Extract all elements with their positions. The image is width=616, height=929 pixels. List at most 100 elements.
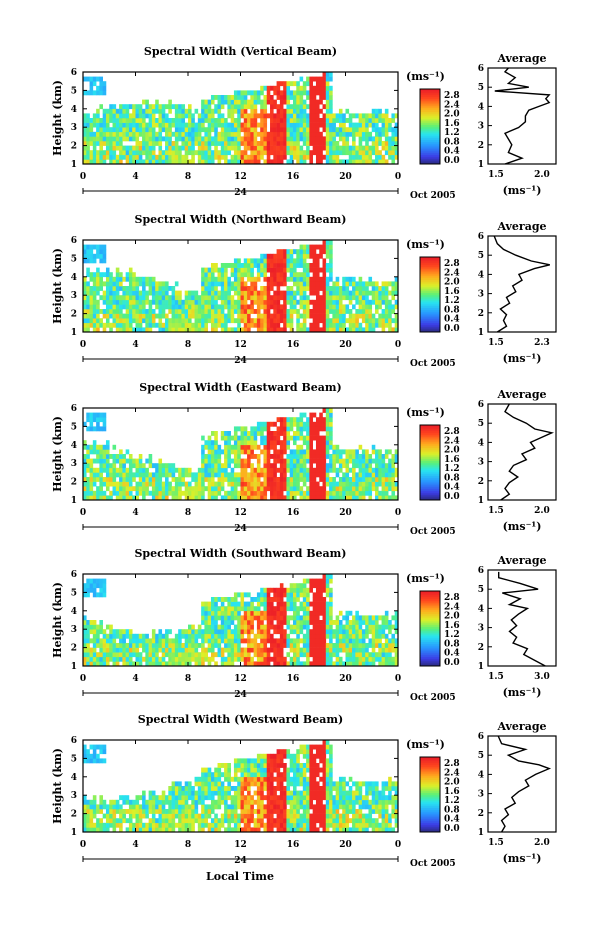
- heatmap-cell: [194, 486, 199, 492]
- heatmap-cell: [89, 486, 94, 492]
- heatmap-cell: [348, 458, 353, 464]
- heatmap-cell: [96, 477, 100, 482]
- heatmap-cell: [227, 615, 231, 621]
- heatmap-cell: [365, 127, 369, 133]
- heatmap-cell: [224, 454, 228, 459]
- heatmap-cell: [260, 426, 264, 432]
- heatmap-cell: [256, 458, 261, 464]
- heatmap-cell: [171, 304, 176, 310]
- heatmap-cell: [151, 131, 156, 137]
- heatmap-cell: [178, 490, 182, 496]
- heatmap-cell: [86, 318, 90, 324]
- heatmap-cell: [250, 290, 254, 296]
- heatmap-cell: [283, 615, 287, 621]
- heatmap-cell: [279, 281, 284, 287]
- x-tick-label: 0: [80, 172, 86, 182]
- heatmap-cell: [237, 620, 241, 625]
- colorbar-tick-label: 1.2: [444, 296, 460, 306]
- heatmap-cell: [263, 272, 268, 278]
- heatmap-cell: [115, 495, 120, 501]
- heatmap-cell: [260, 99, 264, 105]
- heatmap-cell: [352, 656, 356, 662]
- heatmap-cell: [371, 615, 376, 621]
- heatmap-cell: [365, 295, 369, 301]
- heatmap-cell: [312, 253, 317, 259]
- heatmap-cell: [89, 322, 94, 328]
- heatmap-cell: [105, 463, 110, 469]
- heatmap-cell: [135, 463, 140, 469]
- heatmap-cell: [352, 486, 356, 492]
- heatmap-cell: [384, 624, 389, 630]
- heatmap-cell: [112, 458, 117, 464]
- heatmap-cell: [214, 481, 218, 487]
- heatmap-cell: [371, 113, 376, 119]
- heatmap-cell: [253, 299, 258, 305]
- heatmap-cell: [237, 472, 241, 478]
- heatmap-cell: [289, 141, 294, 146]
- heatmap-cell: [191, 327, 195, 333]
- heatmap-cell: [99, 276, 103, 282]
- heatmap-cell: [296, 486, 300, 492]
- heatmap-cell: [365, 118, 369, 123]
- heatmap-cell: [105, 477, 110, 482]
- heatmap-cell: [135, 154, 140, 160]
- heatmap-cell: [224, 458, 228, 464]
- heatmap-cell: [119, 449, 123, 455]
- heatmap-cell: [174, 154, 179, 160]
- heatmap-cell: [240, 656, 245, 662]
- heatmap-cell: [178, 104, 182, 110]
- heatmap-cell: [276, 263, 281, 268]
- heatmap-cell: [220, 661, 225, 667]
- heatmap-cell: [263, 467, 268, 473]
- heatmap-cell: [207, 108, 212, 114]
- heatmap-cell: [119, 104, 123, 110]
- heatmap-cell: [260, 90, 264, 96]
- heatmap-cell: [266, 606, 271, 612]
- heatmap-cell: [329, 431, 333, 436]
- heatmap-cell: [263, 313, 268, 319]
- heatmap-cell: [329, 295, 333, 301]
- heatmap-cell: [105, 647, 110, 653]
- heatmap-cell: [394, 495, 399, 501]
- heatmap-cell: [388, 656, 392, 662]
- heatmap-cell: [86, 90, 90, 96]
- heatmap-cell: [99, 104, 103, 110]
- heatmap-cell: [296, 610, 300, 616]
- heatmap-cell: [128, 154, 133, 160]
- colorbar-swatch: [420, 317, 440, 320]
- heatmap-cell: [112, 318, 117, 324]
- heatmap-cell: [204, 159, 208, 165]
- heatmap-cell: [289, 122, 294, 128]
- heatmap-cell: [96, 318, 100, 324]
- heatmap-cell: [309, 629, 313, 635]
- panel-2: Spectral Width (Northward Beam)123456Hei…: [51, 213, 557, 369]
- heatmap-cell: [181, 113, 186, 119]
- heatmap-cell: [227, 99, 231, 105]
- heatmap-cell: [96, 458, 100, 464]
- heatmap-cell: [174, 467, 179, 473]
- heatmap-cell: [276, 327, 281, 333]
- heatmap-cell: [253, 118, 258, 123]
- heatmap-cell: [210, 313, 215, 319]
- heatmap-cell: [250, 267, 254, 273]
- heatmap-cell: [296, 583, 300, 589]
- heatmap-cell: [299, 620, 304, 625]
- heatmap-cell: [99, 477, 103, 482]
- heatmap-cell: [276, 652, 281, 658]
- heatmap-cell: [227, 656, 231, 662]
- heatmap-cell: [201, 610, 205, 616]
- heatmap-cell: [204, 299, 208, 305]
- heatmap-cell: [345, 145, 350, 151]
- heatmap-cell: [240, 490, 245, 496]
- heatmap-cell: [171, 104, 176, 110]
- heatmap-cell: [329, 272, 333, 278]
- heatmap-cell: [240, 440, 245, 446]
- heatmap-cell: [178, 118, 182, 123]
- heatmap-cell: [210, 624, 215, 630]
- heatmap-cell: [345, 624, 350, 630]
- heatmap-cell: [296, 322, 300, 328]
- heatmap-cell: [148, 290, 153, 296]
- heatmap-cell: [365, 463, 369, 469]
- heatmap-cell: [128, 286, 133, 291]
- heatmap-cell: [102, 417, 107, 423]
